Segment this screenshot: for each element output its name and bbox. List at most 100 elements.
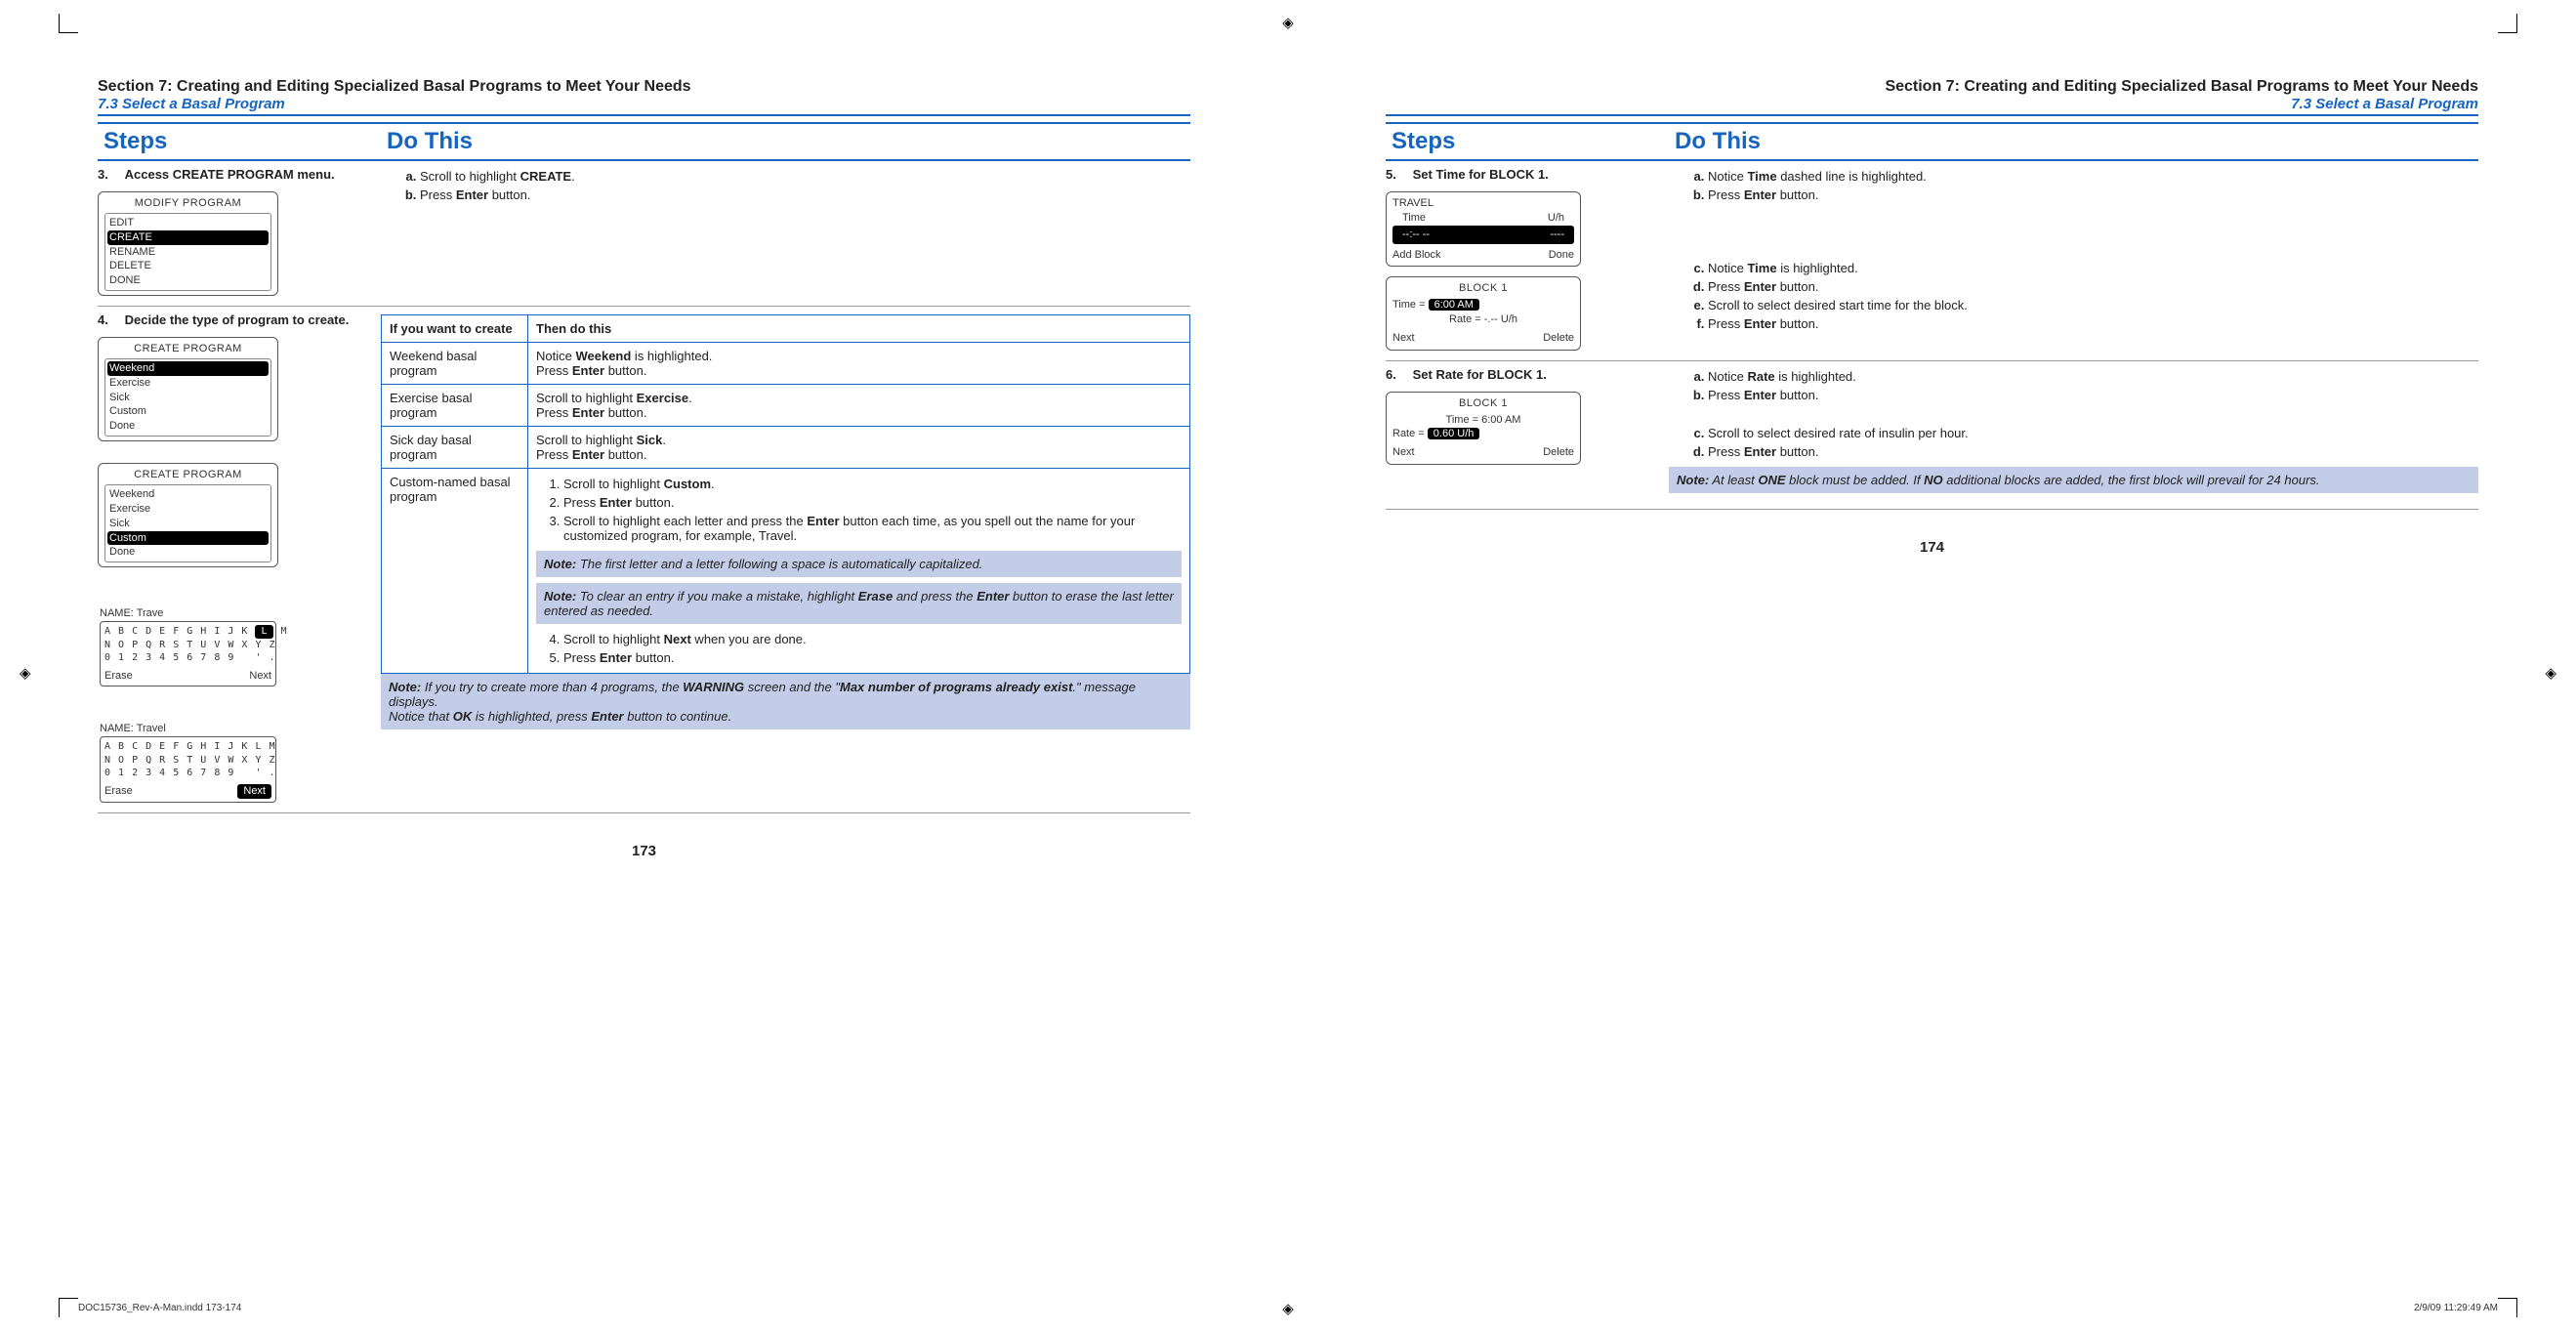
column-header-do: Do This <box>381 124 1190 159</box>
step-title: Set Rate for BLOCK 1. <box>1413 367 1638 382</box>
table-header: Then do this <box>528 315 1190 343</box>
step-number: 3. <box>98 167 121 182</box>
step-title: Set Time for BLOCK 1. <box>1413 167 1638 182</box>
note-box: Note: The first letter and a letter foll… <box>536 551 1182 577</box>
device-screen-name-entry: NAME: Trave A B C D E F G H I J K L M N … <box>98 606 278 686</box>
step-title: Access CREATE PROGRAM menu. <box>125 167 350 182</box>
instruction-item: Notice Time dashed line is highlighted. <box>1708 167 2478 186</box>
registration-mark: ◈ <box>1282 14 1294 31</box>
device-softkey-left: Add Block <box>1392 248 1441 263</box>
device-letter-row: N O P Q R S T U V W X Y Z <box>104 754 271 768</box>
instruction-item: Scroll to select desired start time for … <box>1708 296 2478 314</box>
section-title: Section 7: Creating and Editing Speciali… <box>1386 78 2478 96</box>
instruction-item: Press Enter button. <box>1708 386 2478 404</box>
device-option: Exercise <box>107 502 269 517</box>
device-option: DONE <box>107 273 269 288</box>
device-title: BLOCK 1 <box>1392 396 1574 411</box>
page-number: 174 <box>1386 539 2478 556</box>
device-title: CREATE PROGRAM <box>104 468 271 482</box>
device-letter-row: 0 1 2 3 4 5 6 7 8 9 ' . <box>104 767 271 780</box>
device-softkey-right: Delete <box>1543 331 1574 346</box>
instruction-item: Press Enter button. <box>1708 186 2478 204</box>
device-softkey-left: Next <box>1392 331 1415 346</box>
step-number: 6. <box>1386 367 1409 382</box>
instruction-item: Scroll to highlight CREATE. <box>420 167 1190 186</box>
step-row: 6. Set Rate for BLOCK 1. BLOCK 1 Time = … <box>1386 361 2478 510</box>
device-softkey-right-highlighted: Next <box>237 784 271 799</box>
crop-mark <box>2498 1298 2517 1317</box>
note-box: Note: If you try to create more than 4 p… <box>381 674 1190 729</box>
step-number: 5. <box>1386 167 1409 182</box>
registration-mark: ◈ <box>20 664 31 682</box>
section-title: Section 7: Creating and Editing Speciali… <box>98 78 1190 96</box>
device-option: EDIT <box>107 216 269 230</box>
device-title: CREATE PROGRAM <box>104 342 271 356</box>
device-screen-name-entry: NAME: Travel A B C D E F G H I J K L M N… <box>98 722 278 802</box>
device-letter-row: N O P Q R S T U V W X Y Z <box>104 639 271 652</box>
step-title: Decide the type of program to create. <box>125 312 350 327</box>
device-option: Done <box>107 419 269 434</box>
device-softkey-right: Next <box>249 669 271 684</box>
device-option: Exercise <box>107 376 269 391</box>
device-screen-block1-rate: BLOCK 1 Time = 6:00 AM Rate = 0.60 U/h N… <box>1386 392 1581 465</box>
instruction-item: Press Enter button. <box>1708 277 2478 296</box>
document-timestamp: 2/9/09 11:29:49 AM <box>2414 1303 2498 1313</box>
crop-mark <box>59 1298 78 1317</box>
device-option-highlighted: Custom <box>107 531 269 546</box>
device-title: NAME: Travel <box>100 722 276 736</box>
device-screen-travel: TRAVEL Time U/h --:-- -- ---- Add Block … <box>1386 191 1581 267</box>
instruction-item: Scroll to select desired rate of insulin… <box>1708 424 2478 442</box>
step-number: 4. <box>98 312 121 327</box>
device-softkey-right: Done <box>1549 248 1574 263</box>
device-softkey-left: Erase <box>104 669 133 684</box>
instruction-item: Press Enter button. <box>1708 442 2478 461</box>
note-box: Note: At least ONE block must be added. … <box>1669 467 2478 493</box>
crop-mark <box>59 14 78 33</box>
device-option: DELETE <box>107 259 269 273</box>
device-option-highlighted: Weekend <box>107 361 269 376</box>
device-screen-block1-time: BLOCK 1 Time = 6:00 AM Rate = -.-- U/h N… <box>1386 276 1581 350</box>
device-softkey-right: Delete <box>1543 445 1574 460</box>
step-row: 3. Access CREATE PROGRAM menu. MODIFY PR… <box>98 161 1190 307</box>
instruction-item: Press Enter button. <box>1708 314 2478 333</box>
table-row: Weekend basal program Notice Weekend is … <box>382 343 1190 385</box>
column-header-do: Do This <box>1669 124 2478 159</box>
instruction-item: Notice Time is highlighted. <box>1708 259 2478 277</box>
page-number: 173 <box>98 843 1190 859</box>
device-option: Sick <box>107 391 269 405</box>
device-option-highlighted: CREATE <box>107 230 269 245</box>
instruction-item: Notice Rate is highlighted. <box>1708 367 2478 386</box>
column-header-steps: Steps <box>1386 124 1669 159</box>
note-box: Note: To clear an entry if you make a mi… <box>536 583 1182 624</box>
crop-mark <box>2498 14 2517 33</box>
device-option: RENAME <box>107 245 269 260</box>
document-id: DOC15736_Rev-A-Man.indd 173-174 <box>78 1303 241 1313</box>
device-letter-row: A B C D E F G H I J K L M <box>104 740 271 754</box>
device-title: NAME: Trave <box>100 606 276 621</box>
device-title: TRAVEL <box>1392 196 1574 211</box>
device-softkey-left: Next <box>1392 445 1415 460</box>
column-header-steps: Steps <box>98 124 381 159</box>
device-screen-create-program: CREATE PROGRAM Weekend Exercise Sick Cus… <box>98 337 278 441</box>
device-softkey-left: Erase <box>104 784 133 799</box>
device-letter-row: 0 1 2 3 4 5 6 7 8 9 ' . <box>104 651 271 665</box>
device-option: Custom <box>107 404 269 419</box>
device-title: BLOCK 1 <box>1392 281 1574 296</box>
table-header: If you want to create <box>382 315 528 343</box>
registration-mark: ◈ <box>2545 664 2556 682</box>
section-subtitle: 7.3 Select a Basal Program <box>98 96 1190 116</box>
device-letter-row: A B C D E F G H I J K L M <box>104 625 271 639</box>
page-left: Section 7: Creating and Editing Speciali… <box>98 78 1190 859</box>
device-option: Sick <box>107 517 269 531</box>
table-row: Sick day basal program Scroll to highlig… <box>382 427 1190 469</box>
device-screen-create-program: CREATE PROGRAM Weekend Exercise Sick Cus… <box>98 463 278 567</box>
step-row: 5. Set Time for BLOCK 1. TRAVEL Time U/h… <box>1386 161 2478 361</box>
step-row: 4. Decide the type of program to create.… <box>98 307 1190 813</box>
decision-table: If you want to create Then do this Weeke… <box>381 314 1190 674</box>
device-screen-modify-program: MODIFY PROGRAM EDIT CREATE RENAME DELETE… <box>98 191 278 296</box>
device-option: Done <box>107 545 269 560</box>
instruction-item: Press Enter button. <box>420 186 1190 204</box>
page-right: Section 7: Creating and Editing Speciali… <box>1386 78 2478 859</box>
table-row: Custom-named basal program Scroll to hig… <box>382 469 1190 674</box>
table-row: Exercise basal program Scroll to highlig… <box>382 385 1190 427</box>
